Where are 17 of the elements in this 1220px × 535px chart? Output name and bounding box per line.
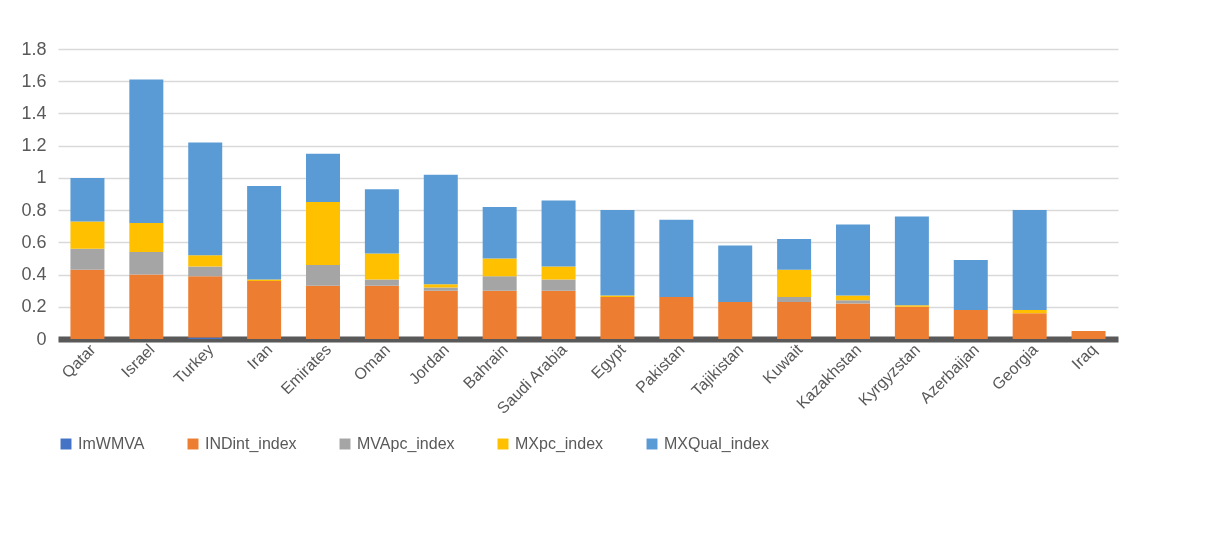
y-tick-label: 0.6 [21, 231, 47, 252]
y-tick-label: 1.8 [21, 38, 47, 59]
y-tick-label: 0.8 [21, 199, 47, 220]
y-tick-label: 1.4 [21, 102, 47, 123]
y-tick-label: 1.6 [21, 70, 47, 91]
x-tick-label: Iran [243, 340, 276, 373]
legend-label: INDint_index [205, 435, 297, 453]
y-tick-label: 0.4 [21, 264, 47, 285]
legend-label: MVApc_index [357, 435, 455, 453]
y-tick-label: 1.2 [21, 135, 47, 156]
legend-label: MXQual_index [664, 435, 769, 453]
y-tick-label: 0.2 [21, 296, 47, 317]
legend-label: MXpc_index [515, 435, 604, 453]
x-tick-label: Iraq [1068, 340, 1100, 373]
y-tick-label: 1 [36, 167, 47, 188]
legend-label: ImWMVA [78, 435, 145, 452]
y-tick-label: 0 [36, 328, 47, 349]
